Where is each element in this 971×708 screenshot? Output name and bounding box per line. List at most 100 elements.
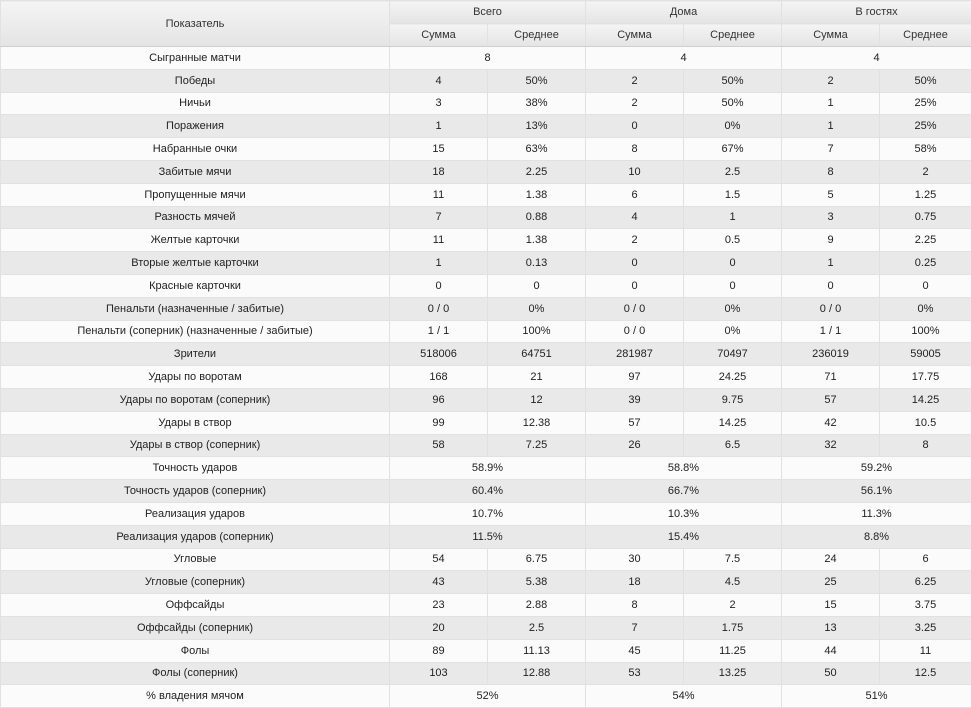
stat-label: Точность ударов	[1, 457, 390, 480]
table-row: Пенальти (соперник) (назначенные / забит…	[1, 320, 971, 343]
home-sum: 2	[586, 69, 684, 92]
away-avg: 2	[880, 160, 971, 183]
sub-header-away-sum[interactable]: Сумма	[782, 24, 880, 47]
stat-label: Оффсайды (соперник)	[1, 616, 390, 639]
sub-header-total-sum[interactable]: Сумма	[390, 24, 488, 47]
home-avg: 0%	[684, 320, 782, 343]
away-sum: 50	[782, 662, 880, 685]
total-avg: 50%	[488, 69, 586, 92]
away-avg: 25%	[880, 115, 971, 138]
home-avg: 1	[684, 206, 782, 229]
home-sum: 18	[586, 571, 684, 594]
stat-label: Зрители	[1, 343, 390, 366]
away-avg: 25%	[880, 92, 971, 115]
home-avg: 0.5	[684, 229, 782, 252]
away-avg: 2.25	[880, 229, 971, 252]
away-sum: 1 / 1	[782, 320, 880, 343]
total-avg: 63%	[488, 138, 586, 161]
sub-header-home-sum[interactable]: Сумма	[586, 24, 684, 47]
home-avg: 24.25	[684, 366, 782, 389]
home-value: 15.4%	[586, 525, 782, 548]
total-sum: 54	[390, 548, 488, 571]
total-value: 58.9%	[390, 457, 586, 480]
away-sum: 42	[782, 411, 880, 434]
home-sum: 2	[586, 229, 684, 252]
home-avg: 0	[684, 274, 782, 297]
table-row: Точность ударов (соперник)60.4%66.7%56.1…	[1, 480, 971, 503]
home-avg: 0	[684, 252, 782, 275]
group-header-away[interactable]: В гостях	[782, 1, 971, 24]
home-avg: 2.5	[684, 160, 782, 183]
away-avg: 100%	[880, 320, 971, 343]
stat-label: Угловые	[1, 548, 390, 571]
sub-header-away-avg[interactable]: Среднее	[880, 24, 971, 47]
total-avg: 0.13	[488, 252, 586, 275]
stat-label: Пенальти (соперник) (назначенные / забит…	[1, 320, 390, 343]
home-avg: 4.5	[684, 571, 782, 594]
metric-column-header[interactable]: Показатель	[1, 1, 390, 47]
group-header-home[interactable]: Дома	[586, 1, 782, 24]
away-avg: 0.75	[880, 206, 971, 229]
away-sum: 25	[782, 571, 880, 594]
home-value: 10.3%	[586, 502, 782, 525]
total-avg: 11.13	[488, 639, 586, 662]
total-sum: 0	[390, 274, 488, 297]
away-avg: 50%	[880, 69, 971, 92]
away-avg: 58%	[880, 138, 971, 161]
home-sum: 8	[586, 594, 684, 617]
total-sum: 0 / 0	[390, 297, 488, 320]
away-avg: 0%	[880, 297, 971, 320]
total-sum: 11	[390, 229, 488, 252]
total-sum: 168	[390, 366, 488, 389]
header-group-row: Показатель Всего Дома В гостях	[1, 1, 971, 24]
home-sum: 0 / 0	[586, 320, 684, 343]
stat-label: Поражения	[1, 115, 390, 138]
stat-label: Удары по воротам (соперник)	[1, 388, 390, 411]
total-avg: 21	[488, 366, 586, 389]
stat-label: Пенальти (назначенные / забитые)	[1, 297, 390, 320]
group-header-total[interactable]: Всего	[390, 1, 586, 24]
stat-label: Реализация ударов	[1, 502, 390, 525]
away-sum: 0 / 0	[782, 297, 880, 320]
total-sum: 18	[390, 160, 488, 183]
stat-label: Угловые (соперник)	[1, 571, 390, 594]
stat-label: Оффсайды	[1, 594, 390, 617]
stat-label: Желтые карточки	[1, 229, 390, 252]
total-sum: 96	[390, 388, 488, 411]
total-sum: 1 / 1	[390, 320, 488, 343]
away-sum: 57	[782, 388, 880, 411]
stat-label: % владения мячом	[1, 685, 390, 708]
home-avg: 50%	[684, 69, 782, 92]
away-value: 59.2%	[782, 457, 971, 480]
home-sum: 30	[586, 548, 684, 571]
away-avg: 0.25	[880, 252, 971, 275]
home-sum: 39	[586, 388, 684, 411]
home-avg: 1.5	[684, 183, 782, 206]
away-sum: 1	[782, 252, 880, 275]
total-avg: 2.88	[488, 594, 586, 617]
total-sum: 3	[390, 92, 488, 115]
home-sum: 0	[586, 274, 684, 297]
sub-header-total-avg[interactable]: Среднее	[488, 24, 586, 47]
home-avg: 7.5	[684, 548, 782, 571]
away-avg: 11	[880, 639, 971, 662]
away-sum: 7	[782, 138, 880, 161]
sub-header-home-avg[interactable]: Среднее	[684, 24, 782, 47]
stat-label: Реализация ударов (соперник)	[1, 525, 390, 548]
away-avg: 14.25	[880, 388, 971, 411]
away-sum: 9	[782, 229, 880, 252]
total-avg: 12.38	[488, 411, 586, 434]
total-sum: 7	[390, 206, 488, 229]
away-sum: 24	[782, 548, 880, 571]
